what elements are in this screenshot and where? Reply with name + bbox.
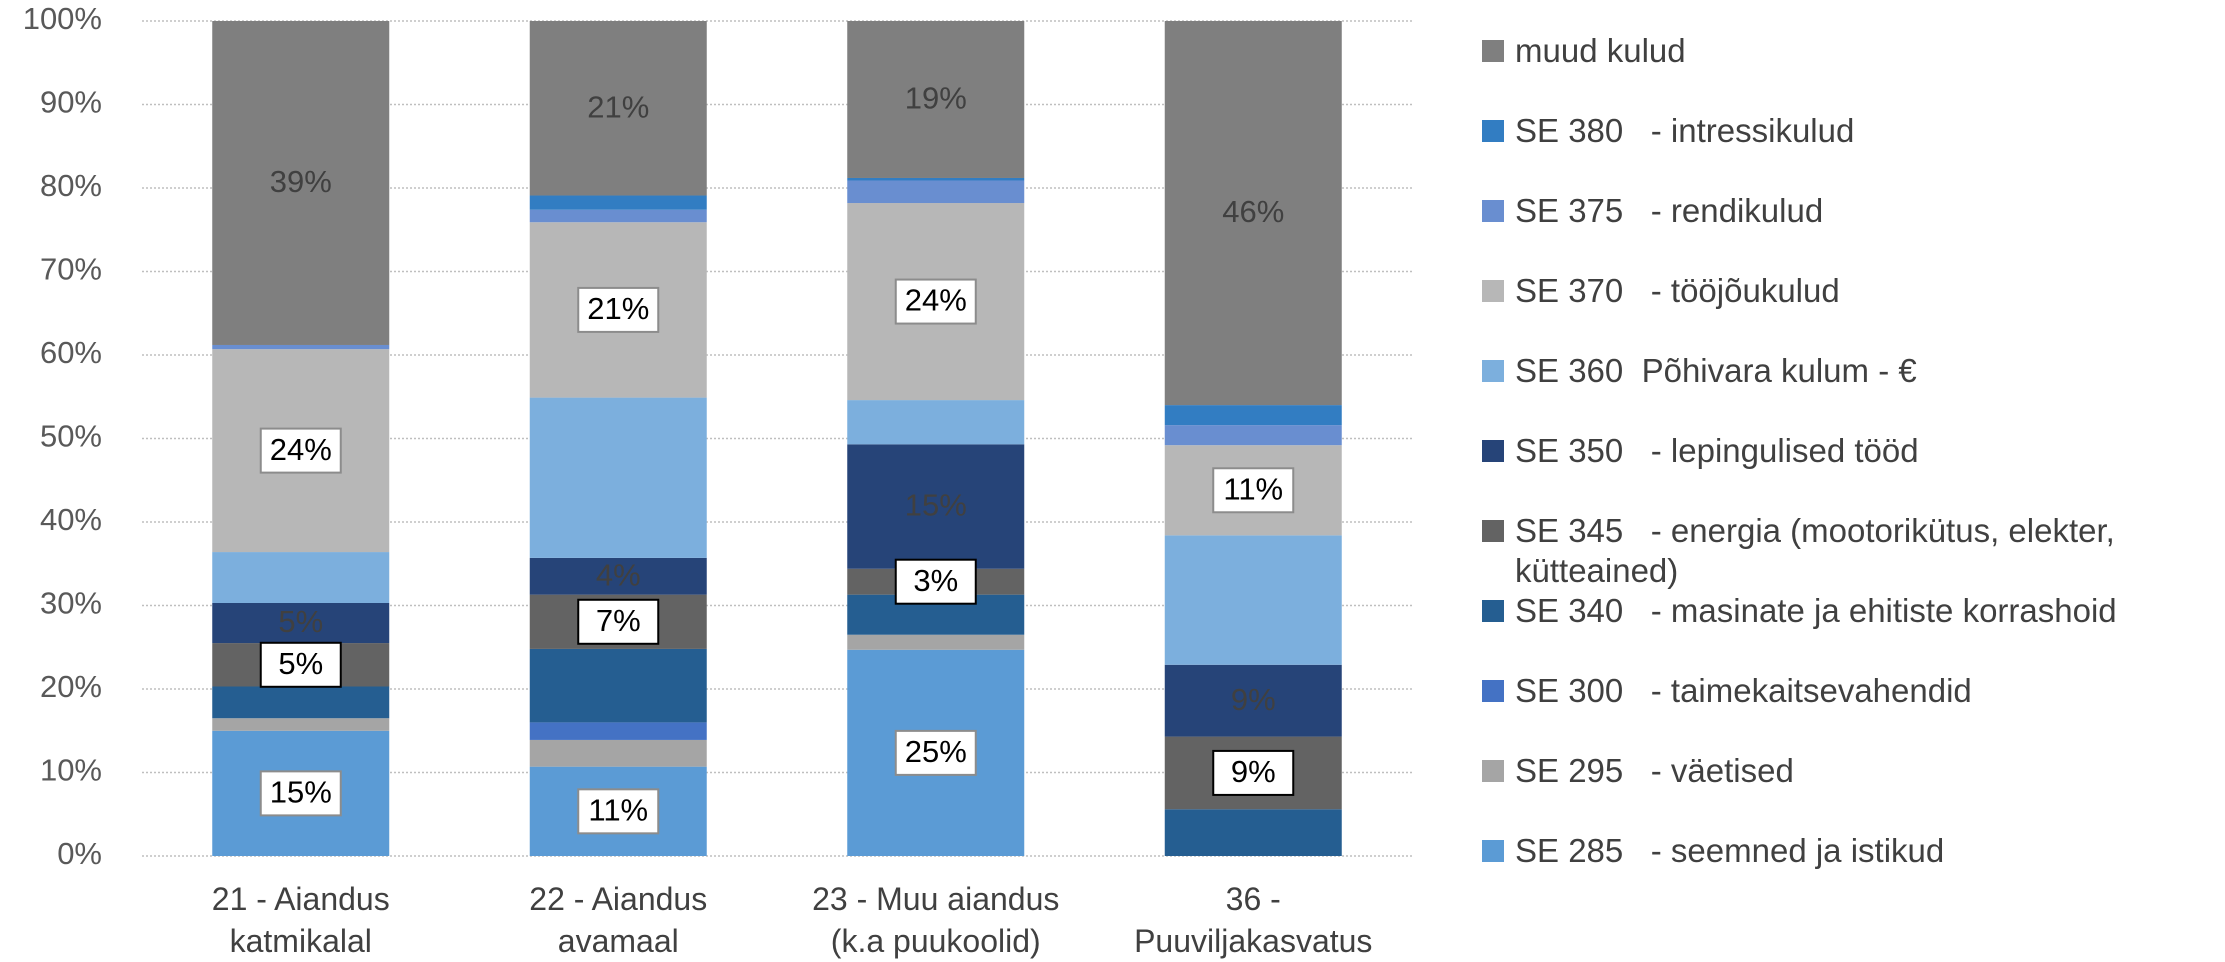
bar-segment [847,21,1025,178]
legend-swatch [1482,680,1504,702]
y-tick-label: 30% [40,586,102,621]
bar-segment [1164,21,1342,406]
y-tick-label: 10% [40,753,102,788]
data-label: 9% [1231,754,1276,789]
data-label: 24% [905,283,967,318]
x-tick-label: 21 - Aiandus katmikalal [211,881,390,959]
data-label: 24% [270,432,332,467]
bar-segment [529,209,707,223]
bar-segment [529,397,707,558]
legend-swatch [1482,280,1504,302]
x-tick-label: 23 - Muu aiandus (k.a puukoolid) [812,881,1060,959]
legend-label: SE 380 - intressikulud [1515,112,1855,149]
bar-segment [847,444,1025,569]
y-tick-label: 100% [23,1,102,36]
bar-segment [529,648,707,723]
label-box [577,598,660,645]
y-tick-label: 40% [40,502,102,537]
bar-segment [1164,664,1342,737]
legend-label: SE 340 - masinate ja ehitiste korrashoid [1515,592,2117,629]
label-box [259,641,342,688]
legend-label: SE 370 - tööjõukulud [1515,272,1840,309]
data-label: 15% [905,488,967,523]
y-tick-label: 20% [40,669,102,704]
label-box [577,788,660,835]
bar-segment [1164,535,1342,665]
label-box [577,286,660,333]
label-box [1212,749,1295,796]
bar-segment [212,552,390,603]
legend-swatch [1482,40,1504,62]
legend-swatch [1482,360,1504,382]
data-label: 46% [1222,194,1284,229]
bar-segment [1164,809,1342,856]
y-tick-label: 70% [40,252,102,287]
data-label: 39% [270,164,332,199]
bar-segment [212,344,390,350]
label-box [259,770,342,817]
data-label: 11% [1223,471,1283,506]
legend-label: muud kulud [1515,32,1686,69]
bar-segment [212,686,390,719]
bar-segment [529,557,707,595]
bar-segment [847,634,1025,650]
label-box [894,278,977,325]
bar-segment [529,739,707,767]
legend-swatch [1482,120,1504,142]
data-label: 15% [270,775,332,810]
bar-segment [847,177,1025,181]
data-label: 21% [587,89,649,124]
data-label: 3% [913,563,958,598]
legend-swatch [1482,520,1504,542]
legend-label: SE 285 - seemned ja istikud [1515,832,1945,869]
legend-swatch [1482,200,1504,222]
legend-swatch [1482,440,1504,462]
legend-label: SE 300 - taimekaitsevahendid [1515,672,1972,709]
data-label: 5% [278,604,323,639]
data-label: 11% [588,793,648,828]
label-box [894,729,977,776]
legend-swatch [1482,840,1504,862]
data-label: 5% [278,646,323,681]
x-tick-label: 36 - Puuviljakasvatus [1134,881,1373,959]
label-box [1212,467,1295,514]
bar-segment [529,195,707,210]
bar-segment [212,21,390,345]
y-tick-label: 90% [40,85,102,120]
data-label: 4% [596,557,641,592]
y-tick-label: 50% [40,419,102,454]
y-tick-label: 0% [57,836,102,871]
data-label: 21% [587,291,649,326]
legend-label: SE 345 - energia (mootorikütus, elekter,… [1515,512,2124,589]
legend-label: SE 350 - lepingulised tööd [1515,432,1919,469]
legend-swatch [1482,760,1504,782]
label-box [259,427,342,474]
legend-label: SE 375 - rendikulud [1515,192,1824,229]
data-label: 9% [1231,682,1276,717]
y-tick-label: 80% [40,168,102,203]
bar-segment [1164,405,1342,426]
bar-segment [1164,425,1342,446]
x-tick-label: 22 - Aiandus avamaal [529,881,708,959]
data-label: 19% [905,81,967,116]
bar-segment [529,21,707,196]
legend-label: SE 360 Põhivara kulum - € [1515,352,1917,389]
bar-segment [847,180,1025,204]
data-label: 7% [596,603,641,638]
bar-segment [212,718,390,731]
y-tick-label: 60% [40,335,102,370]
bar-segment [212,602,390,644]
label-box [894,558,977,605]
data-label: 25% [905,734,967,769]
legend-swatch [1482,600,1504,622]
bar-segment [847,400,1025,445]
bar-segment [529,722,707,740]
legend-label: SE 295 - väetised [1515,752,1794,789]
